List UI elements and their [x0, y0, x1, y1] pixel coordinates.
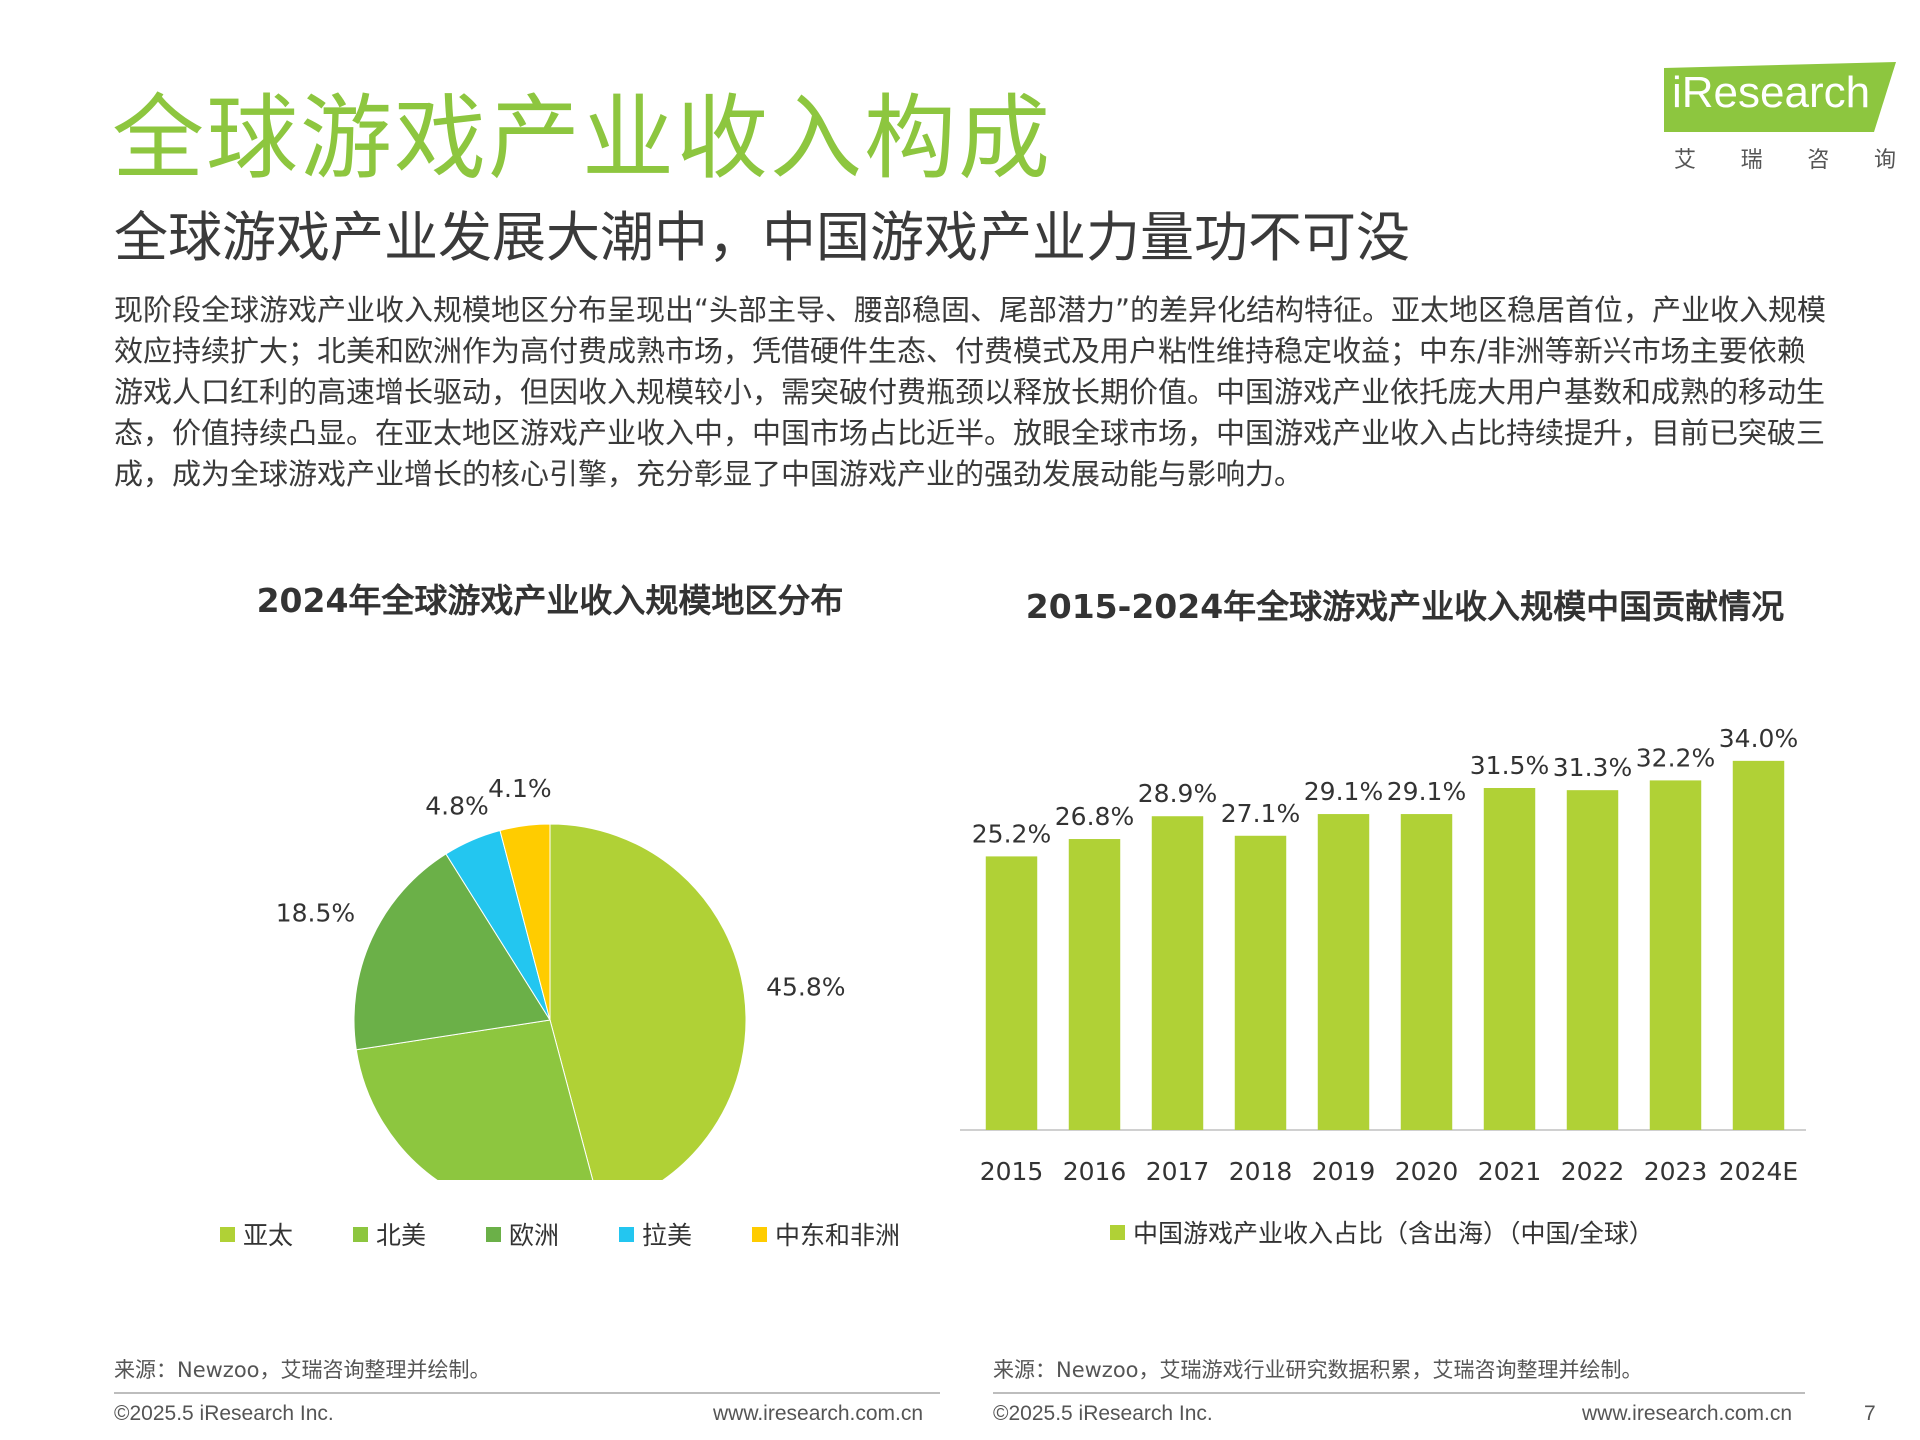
bar-data-label: 31.3%	[1553, 753, 1632, 782]
x-tick-label: 2020	[1395, 1157, 1459, 1186]
pie-data-label: 4.1%	[488, 774, 552, 803]
pie-data-label: 18.5%	[276, 899, 355, 928]
bar-data-label: 29.1%	[1387, 777, 1466, 806]
bar-2019	[1317, 814, 1370, 1130]
bar-2021	[1483, 788, 1536, 1130]
source-note-right: 来源：Newzoo，艾瑞游戏行业研究数据积累，艾瑞咨询整理并绘制。	[993, 1358, 1643, 1382]
bar-data-label: 25.2%	[972, 819, 1051, 848]
legend-label: 拉美	[641, 1221, 692, 1250]
body-paragraph: 现阶段全球游戏产业收入规模地区分布呈现出“头部主导、腰部稳固、尾部潜力”的差异化…	[114, 293, 1827, 491]
x-tick-label: 2015	[980, 1157, 1044, 1186]
bar-data-label: 34.0%	[1719, 724, 1798, 753]
legend-swatch	[751, 1226, 767, 1242]
bar-chart: 25.2% 2015 26.8% 2016 28.9% 2017 27.1% 2018 29.1…	[960, 724, 1806, 1186]
bar-data-label: 28.9%	[1138, 779, 1217, 808]
pie-slice-asia-pacific	[549, 823, 747, 1180]
footer-divider-right	[993, 1392, 1805, 1394]
logo-cn-text: 艾 瑞 咨 询	[1674, 142, 1896, 174]
legend-label: 欧洲	[508, 1221, 559, 1250]
bar-2023	[1649, 780, 1702, 1130]
x-tick-label: 2022	[1561, 1157, 1625, 1186]
x-tick-label: 2016	[1063, 1157, 1127, 1186]
footer-copyright-right: ©2025.5 iResearch Inc.	[993, 1402, 1213, 1425]
page-title: 全球游戏产业收入构成	[112, 85, 1053, 192]
source-note-left: 来源：Newzoo，艾瑞咨询整理并绘制。	[114, 1358, 491, 1382]
x-tick-label: 2021	[1478, 1157, 1542, 1186]
bar-2024E	[1732, 760, 1785, 1130]
x-tick-label: 2024E	[1719, 1157, 1798, 1186]
pie-data-label: 45.8%	[766, 972, 845, 1001]
x-tick-label: 2018	[1229, 1157, 1293, 1186]
logo-cn-char: 询	[1873, 148, 1896, 173]
bar-data-label: 32.2%	[1636, 743, 1715, 772]
legend-label: 中东和非洲	[774, 1221, 900, 1250]
legend-label: 中国游戏产业收入占比（含出海）（中国/全球）	[1133, 1219, 1654, 1248]
legend-item-latin-america: 拉美	[618, 1216, 692, 1252]
bar-2022	[1566, 790, 1619, 1130]
x-tick-label: 2019	[1312, 1157, 1376, 1186]
pie-data-label: 4.8%	[425, 791, 489, 820]
bar-data-label: 27.1%	[1221, 799, 1300, 828]
legend-swatch	[352, 1226, 368, 1242]
bar-2020	[1400, 814, 1453, 1130]
bar-2015	[985, 856, 1038, 1130]
legend-label: 亚太	[243, 1221, 294, 1250]
bar-data-label: 26.8%	[1055, 802, 1134, 831]
legend-swatch	[220, 1226, 235, 1242]
footer-copyright-left: ©2025.5 iResearch Inc.	[114, 1402, 334, 1425]
legend-item-europe: 欧洲	[485, 1216, 559, 1252]
logo-banner-icon	[1664, 62, 1896, 132]
bar-chart-title: 2015-2024年全球游戏产业收入规模中国贡献情况	[1025, 587, 1785, 626]
logo-cn-char: 咨	[1807, 148, 1830, 173]
legend-swatch	[1110, 1224, 1125, 1240]
pie-chart: 45.8%26.7%18.5%4.8%4.1%	[276, 774, 846, 1180]
pie-slice-europe	[353, 853, 551, 1051]
pie-chart-title: 2024年全球游戏产业收入规模地区分布	[256, 581, 844, 620]
legend-item-north-america: 北美	[352, 1216, 426, 1252]
bar-2016	[1068, 839, 1121, 1130]
legend-swatch	[618, 1226, 634, 1242]
pie-slice-mena	[499, 823, 551, 1021]
footer-divider-left	[114, 1392, 940, 1394]
bar-data-label: 31.5%	[1470, 751, 1549, 780]
legend-item-asia-pacific: 亚太	[220, 1216, 293, 1252]
x-tick-label: 2017	[1146, 1157, 1210, 1186]
logo-cn-char: 艾	[1674, 148, 1697, 173]
logo-cn-char: 瑞	[1740, 148, 1763, 173]
pie-legend: 亚太 北美 欧洲 拉美 中东和非洲	[220, 1216, 900, 1252]
page-number: 7	[1864, 1402, 1876, 1425]
bar-legend: 中国游戏产业收入占比（含出海）（中国/全球）	[1110, 1214, 1654, 1250]
bar-2018	[1234, 835, 1287, 1130]
x-tick-label: 2023	[1644, 1157, 1708, 1186]
pie-slice-north-america	[355, 1019, 594, 1180]
iresearch-logo: iResearch 艾 瑞 咨 询	[1660, 60, 1900, 180]
logo-wordmark: iResearch	[1672, 68, 1871, 117]
bar-data-label: 29.1%	[1304, 777, 1383, 806]
page-subtitle: 全球游戏产业发展大潮中，中国游戏产业力量功不可没	[114, 206, 1410, 269]
footer-url-left: www.iresearch.com.cn	[713, 1402, 924, 1425]
bar-2017	[1151, 816, 1204, 1130]
legend-label: 北美	[375, 1221, 426, 1250]
footer-url-right: www.iresearch.com.cn	[1582, 1402, 1793, 1425]
legend-swatch	[485, 1226, 501, 1242]
legend-item-mena: 中东和非洲	[751, 1216, 900, 1252]
